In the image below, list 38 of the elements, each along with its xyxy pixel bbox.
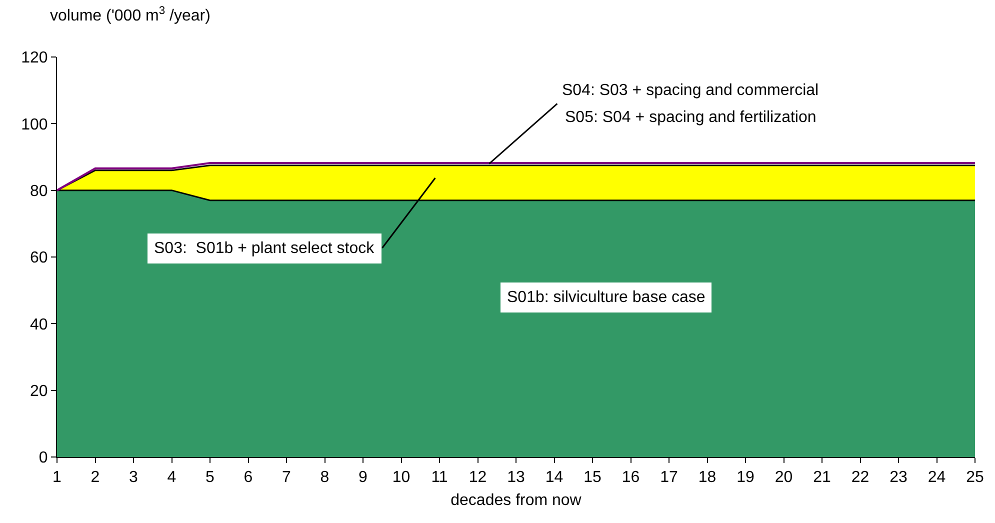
x-axis-title: decades from now <box>450 492 582 509</box>
x-tick-label: 11 <box>431 469 448 486</box>
x-tick-label: 5 <box>206 469 215 486</box>
x-tick-label: 17 <box>660 469 678 486</box>
x-tick-label: 15 <box>584 469 602 486</box>
x-tick-label: 23 <box>890 469 908 486</box>
y-axis-title: volume ('000 m$^{3}$ /year) <box>50 5 210 25</box>
y-tick-label: 0 <box>38 450 48 467</box>
x-tick-label: 13 <box>507 469 525 486</box>
y-tick-label: 80 <box>30 182 48 200</box>
y-tick-label: 120 <box>21 50 48 67</box>
annotation: S03: S01b + plant select stock <box>154 240 376 257</box>
x-tick-label: 1 <box>52 469 62 486</box>
x-tick-label: 25 <box>966 469 984 486</box>
x-tick-label: 14 <box>545 469 564 486</box>
x-tick-label: 24 <box>928 469 946 486</box>
x-tick-label: 7 <box>282 469 292 486</box>
x-tick-label: 6 <box>244 469 253 486</box>
y-tick-label: 60 <box>30 250 48 267</box>
x-tick-label: 22 <box>851 469 870 486</box>
x-tick-label: 18 <box>698 469 716 486</box>
x-tick-label: 4 <box>167 469 176 486</box>
x-tick-label: 3 <box>129 469 138 486</box>
x-tick-label: 12 <box>468 469 487 486</box>
x-tick-label: 19 <box>736 469 754 486</box>
x-tick-label: 2 <box>90 469 100 486</box>
x-tick-label: 20 <box>774 469 793 486</box>
x-tick-label: 21 <box>813 469 831 486</box>
y-tick-label: 100 <box>21 116 48 134</box>
annotation: S04: S03 + spacing and commercial <box>562 82 819 99</box>
x-tick-label: 10 <box>392 469 410 486</box>
y-tick-label: 40 <box>30 316 48 334</box>
x-tick-label: 8 <box>320 469 330 486</box>
x-tick-label: 9 <box>358 469 368 486</box>
annotation: S01b: silviculture base case <box>507 289 706 306</box>
x-tick-label: 16 <box>622 469 640 486</box>
annotation: S05: S04 + spacing and fertilization <box>565 109 816 126</box>
y-tick-label: 20 <box>30 382 48 400</box>
